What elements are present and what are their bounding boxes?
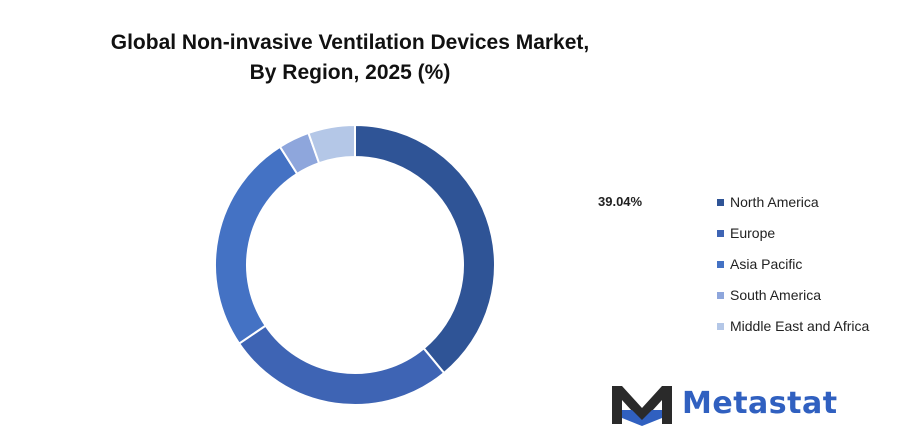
legend-item-asia-pacific: Asia Pacific xyxy=(717,256,869,272)
donut-slice-europe xyxy=(237,324,446,406)
legend-label-asia-pacific: Asia Pacific xyxy=(730,256,803,272)
data-label-north-america: 39.04% xyxy=(598,194,643,209)
chart-legend: North America Europe Asia Pacific South … xyxy=(717,194,869,349)
brand-name: Metastat xyxy=(682,385,838,421)
metastat-m-logo-icon xyxy=(612,386,672,426)
chart-title-line-2: By Region, 2025 (%) xyxy=(249,61,451,84)
legend-swatch-south-america xyxy=(717,291,724,299)
donut-slice-north-america xyxy=(354,123,496,375)
legend-label-south-america: South America xyxy=(730,287,822,303)
legend-label-europe: Europe xyxy=(730,225,776,241)
chart-title: Global Non-invasive Ventilation Devices … xyxy=(90,28,610,88)
legend-swatch-north-america xyxy=(717,198,724,206)
legend-label-middle-east-africa: Middle East and Africa xyxy=(730,318,870,334)
legend-item-europe: Europe xyxy=(717,225,869,241)
donut-slice-asia-pacific xyxy=(214,145,299,345)
legend-item-south-america: South America xyxy=(717,287,869,303)
legend-swatch-middle-east-africa xyxy=(717,322,724,330)
chart-title-line-1: Global Non-invasive Ventilation Devices … xyxy=(110,31,590,54)
donut-slice-middle-east-and-africa xyxy=(307,123,356,165)
brand-logo: Metastat xyxy=(610,380,838,426)
legend-item-north-america: North America xyxy=(717,194,869,210)
legend-swatch-asia-pacific xyxy=(717,260,724,268)
legend-item-middle-east-africa: Middle East and Africa xyxy=(717,318,869,334)
legend-swatch-europe xyxy=(717,229,724,237)
legend-label-north-america: North America xyxy=(730,194,819,210)
